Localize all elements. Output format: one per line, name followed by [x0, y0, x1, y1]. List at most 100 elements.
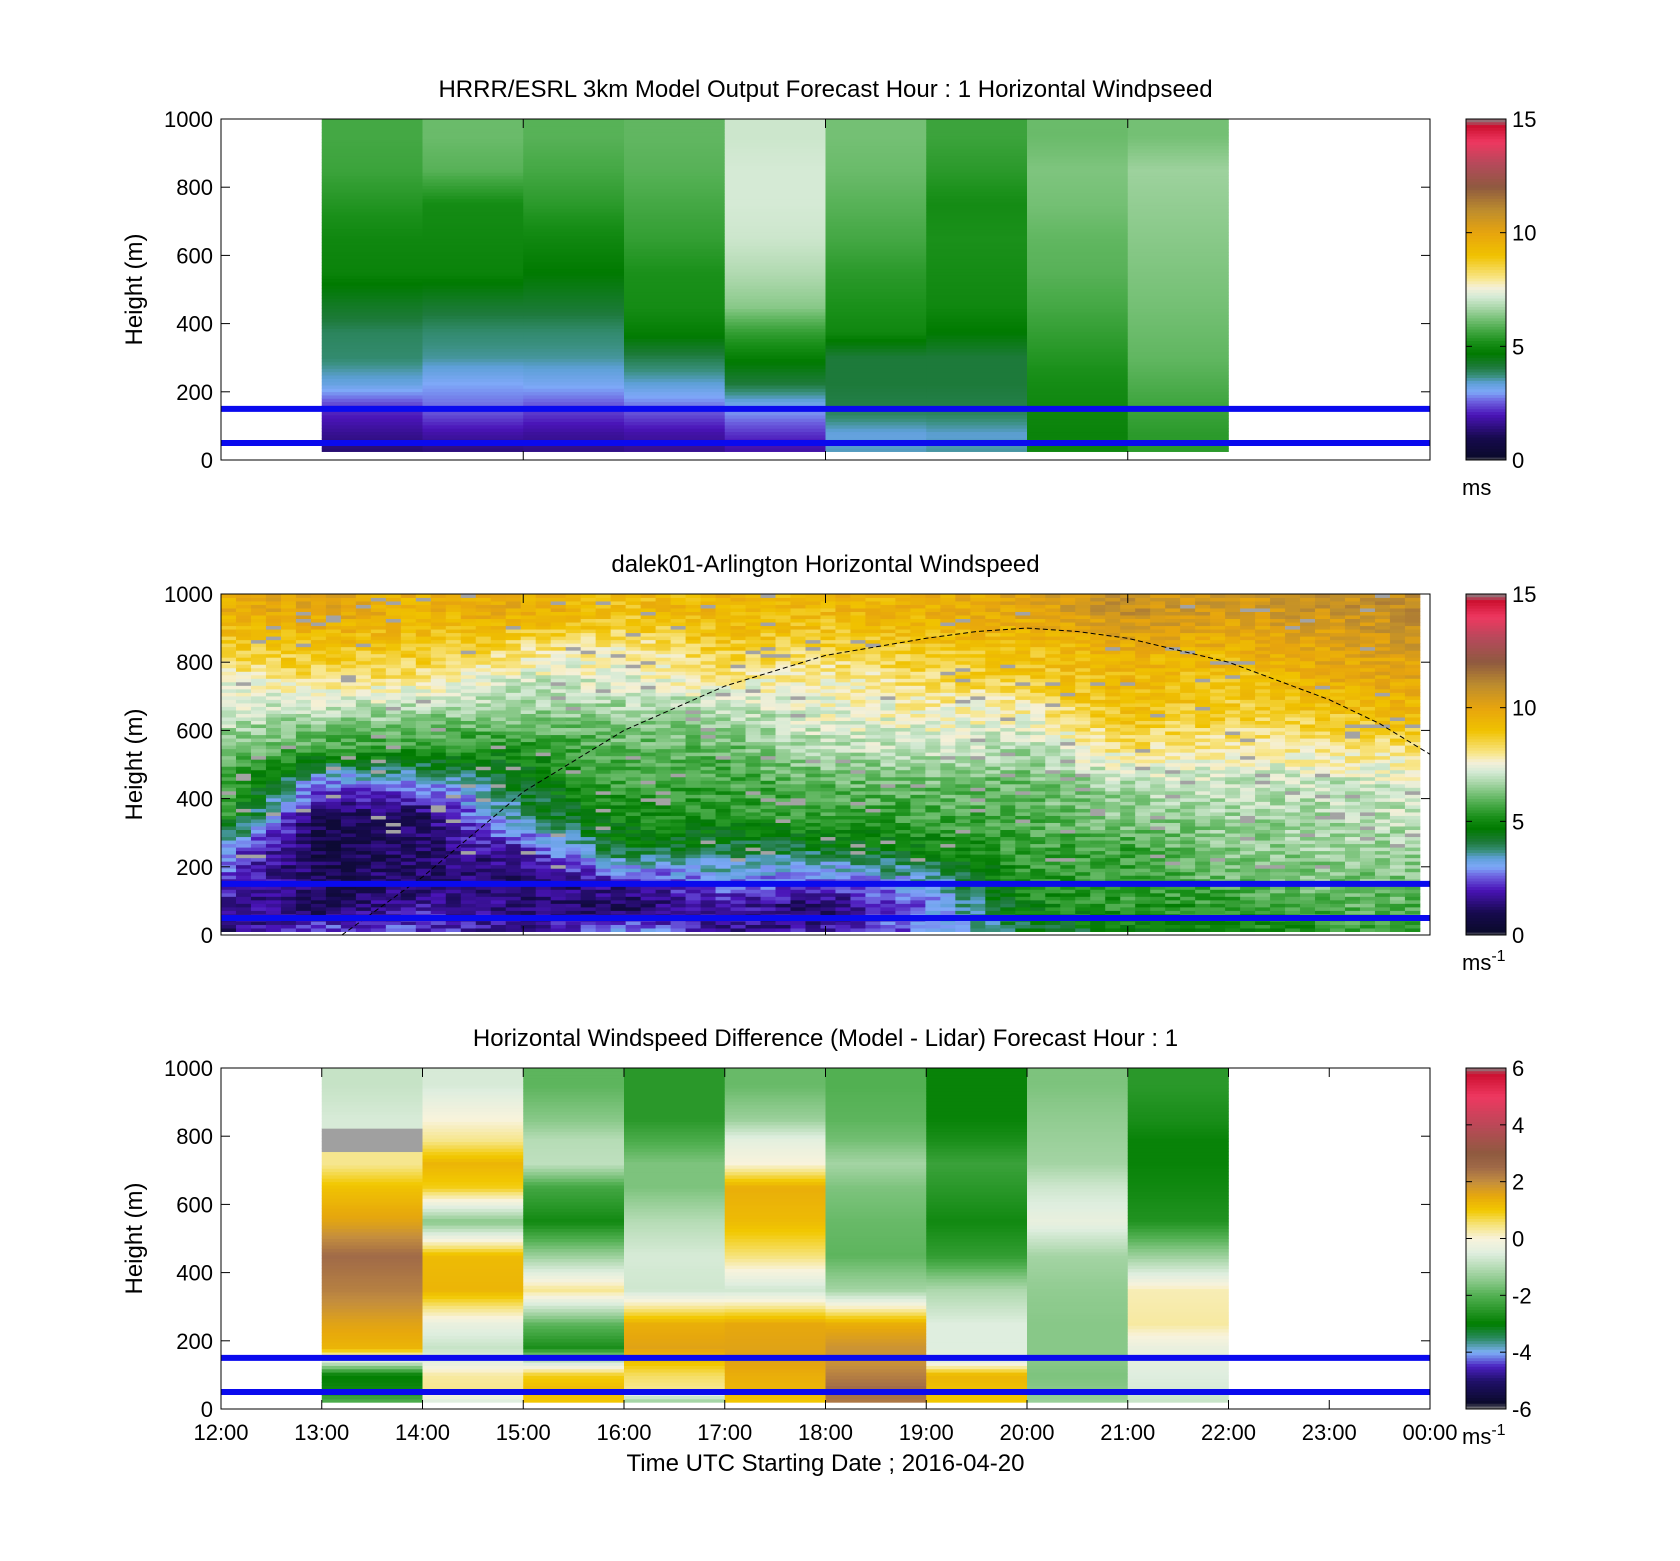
heatmap-cell [221, 797, 237, 802]
heatmap-cell [926, 198, 1028, 203]
heatmap-cell [825, 424, 927, 429]
heatmap-cell [790, 847, 806, 852]
heatmap-cell [624, 321, 726, 326]
heatmap-cell [640, 854, 657, 859]
heatmap-cell [580, 674, 597, 679]
heatmap-cell [775, 892, 791, 897]
heatmap-cell [235, 896, 252, 901]
heatmap-cell [760, 688, 776, 693]
heatmap-cell [790, 671, 806, 676]
heatmap-cell [400, 847, 417, 852]
heatmap-cell [475, 928, 492, 932]
heatmap-cell [385, 706, 402, 711]
colorbar-segment [1466, 269, 1506, 273]
heatmap-cell [640, 601, 657, 605]
heatmap-cell [295, 829, 312, 834]
heatmap-cell [565, 892, 582, 897]
heatmap-cell [400, 864, 417, 869]
heatmap-cell [775, 903, 791, 908]
heatmap-cell [610, 910, 627, 915]
heatmap-cell [625, 671, 642, 676]
heatmap-cell [745, 797, 761, 802]
colorbar-segment [1466, 215, 1506, 219]
heatmap-cell [670, 678, 686, 683]
heatmap-cell [624, 175, 726, 180]
heatmap-cell [460, 808, 477, 813]
heatmap-cell [625, 766, 642, 771]
heatmap-cell [422, 358, 524, 363]
heatmap-cell [624, 341, 726, 346]
heatmap-cell [265, 822, 282, 827]
heatmap-cell [655, 854, 671, 859]
heatmap-cell [550, 667, 567, 672]
heatmap-cell [523, 335, 625, 339]
heatmap-cell [370, 847, 387, 852]
heatmap-cell [580, 615, 597, 620]
heatmap-cell [475, 766, 492, 771]
heatmap-cell [610, 727, 627, 732]
heatmap-cell [430, 678, 447, 683]
heatmap-cell [825, 261, 927, 266]
heatmap-cell [505, 889, 522, 894]
heatmap-cell [523, 315, 625, 319]
heatmap-cell [715, 741, 731, 746]
heatmap-cell [445, 801, 462, 806]
heatmap-cell [775, 660, 791, 665]
heatmap-cell [700, 601, 716, 605]
heatmap-cell [926, 182, 1028, 186]
heatmap-cell [340, 903, 357, 908]
heatmap-cell [580, 678, 597, 683]
heatmap-cell [625, 639, 642, 644]
heatmap-cell [520, 847, 537, 852]
heatmap-cell [523, 288, 625, 293]
heatmap-cell [700, 604, 716, 609]
heatmap-cell [715, 734, 731, 739]
heatmap-cell [265, 780, 282, 785]
heatmap-cell [475, 861, 492, 866]
heatmap-cell [1127, 245, 1229, 250]
heatmap-cell [385, 604, 402, 609]
heatmap-cell [670, 826, 686, 831]
heatmap-cell [535, 769, 552, 774]
heatmap-cell [640, 910, 657, 915]
heatmap-cell [475, 601, 492, 605]
heatmap-cell [475, 674, 492, 679]
heatmap-cell [310, 713, 327, 718]
heatmap-cell [520, 622, 537, 627]
heatmap-cell [760, 703, 776, 707]
heatmap-cell [595, 759, 612, 764]
heatmap-cell [355, 650, 372, 655]
heatmap-cell [422, 331, 524, 336]
heatmap-cell [295, 671, 312, 676]
heatmap-cell [595, 734, 612, 739]
colorbar-segment [1466, 363, 1506, 367]
heatmap-cell [775, 713, 791, 718]
heatmap-cell [730, 899, 746, 904]
heatmap-cell [1027, 414, 1129, 419]
heatmap-cell [724, 275, 826, 280]
heatmap-cell [535, 903, 552, 908]
heatmap-cell [250, 797, 267, 802]
heatmap-cell [340, 646, 357, 651]
heatmap-cell [825, 125, 927, 130]
heatmap-cell [1027, 212, 1129, 216]
heatmap-cell [340, 819, 357, 823]
heatmap-cell [655, 731, 671, 736]
heatmap-cell [700, 910, 716, 915]
heatmap-cell [490, 892, 507, 897]
heatmap-cell [340, 674, 357, 679]
heatmap-cell [715, 794, 731, 799]
heatmap-cell [926, 125, 1028, 130]
heatmap-cell [475, 903, 492, 908]
heatmap-cell [295, 896, 312, 901]
heatmap-cell [505, 710, 522, 714]
heatmap-cell [523, 378, 625, 383]
heatmap-cell [640, 724, 657, 729]
heatmap-cell [1027, 335, 1129, 339]
heatmap-cell [625, 899, 642, 904]
heatmap-cell [610, 657, 627, 662]
colorbar-segment [1466, 289, 1506, 293]
heatmap-cell [595, 903, 612, 908]
heatmap-cell [415, 594, 432, 598]
heatmap-cell [340, 611, 357, 616]
